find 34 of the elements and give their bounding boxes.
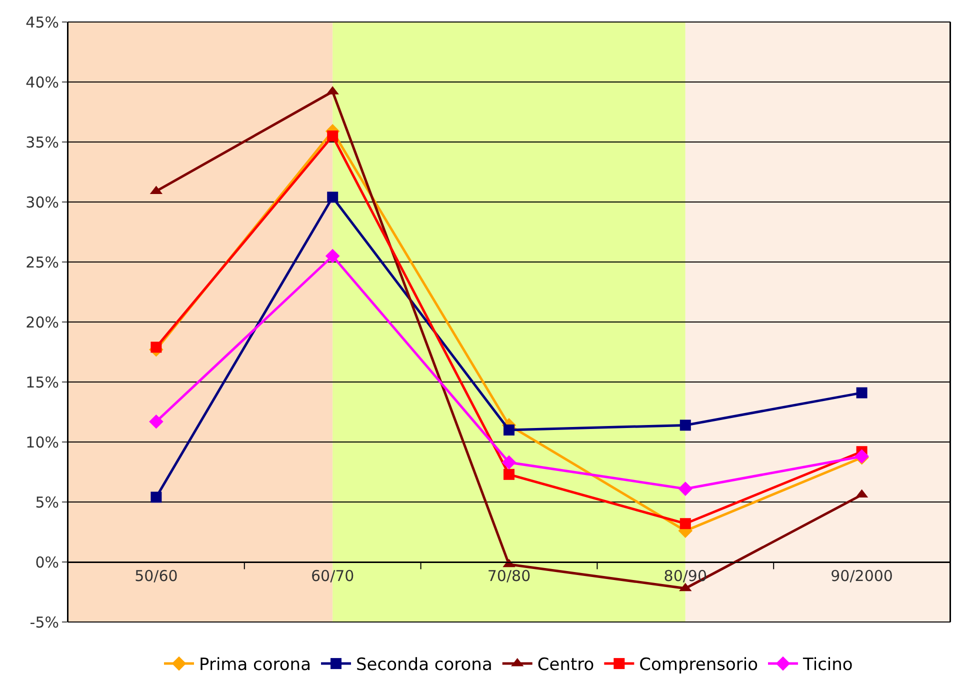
- point: [149, 414, 164, 429]
- x-tick-label: 80/90: [664, 567, 708, 585]
- x-tick-label: 50/60: [134, 567, 178, 585]
- point: [502, 455, 516, 470]
- y-tick-label: 45%: [26, 13, 59, 32]
- y-tick-label: 10%: [26, 433, 59, 452]
- legend-label: Centro: [537, 655, 594, 676]
- point: [680, 420, 691, 431]
- point: [327, 130, 338, 142]
- point: [680, 518, 691, 530]
- y-tick-label: 40%: [26, 73, 59, 92]
- x-tick-label: 90/2000: [830, 567, 893, 585]
- x-tick-label: 60/70: [310, 567, 354, 585]
- legend-label: Comprensorio: [639, 655, 758, 676]
- point: [504, 468, 514, 480]
- legend-label: Seconda corona: [356, 655, 492, 676]
- y-tick-label: 35%: [26, 133, 59, 152]
- y-tick-label: 30%: [26, 193, 59, 212]
- y-tick-label: 20%: [26, 313, 59, 332]
- legend-label: Ticino: [802, 655, 853, 676]
- y-tick-label: 0%: [35, 553, 59, 572]
- y-tick-label: 25%: [26, 253, 59, 272]
- legend-label: Prima corona: [199, 655, 312, 676]
- y-tick-label: 15%: [26, 373, 59, 392]
- point: [504, 424, 514, 436]
- x-tick-label: 70/80: [487, 567, 531, 585]
- point: [150, 492, 162, 503]
- point: [327, 192, 338, 203]
- point: [678, 482, 693, 496]
- point: [150, 342, 162, 353]
- point: [856, 387, 868, 398]
- point: [325, 248, 340, 264]
- y-tick-label: -5%: [30, 613, 59, 632]
- y-tick-label: 5%: [35, 493, 59, 512]
